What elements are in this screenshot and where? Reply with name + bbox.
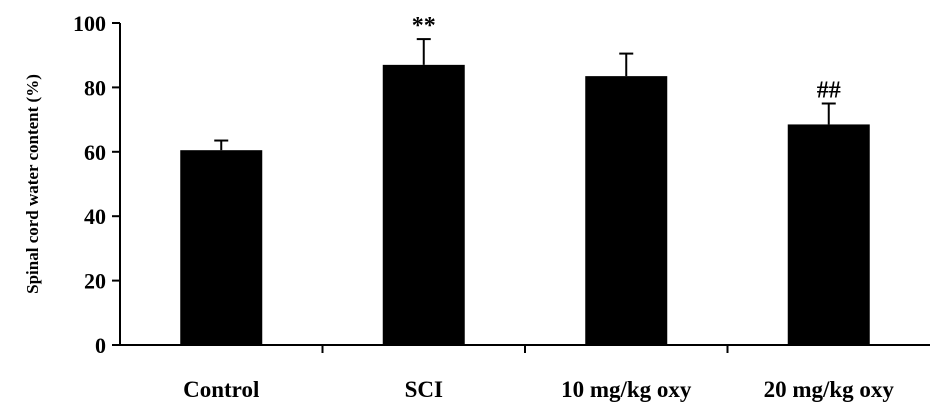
y-tick-label: 40	[84, 204, 106, 229]
y-tick-label: 80	[84, 75, 106, 100]
y-tick-label: 60	[84, 140, 106, 165]
bar	[180, 150, 263, 345]
significance-marker: ##	[817, 78, 841, 104]
error-bars-group	[214, 38, 836, 151]
significance-marker: **	[412, 13, 436, 39]
y-axis-title: Spinal cord water content (%)	[23, 74, 42, 294]
bars-group	[180, 64, 870, 346]
y-tick-label: 20	[84, 269, 106, 294]
category-labels-group: Control SCI 10 mg/kg oxy 20 mg/kg oxy	[183, 377, 894, 402]
category-label: SCI	[405, 377, 443, 402]
bar	[787, 124, 870, 346]
bar	[382, 64, 465, 346]
category-label: 20 mg/kg oxy	[764, 377, 895, 402]
category-label: Control	[183, 377, 259, 402]
y-axis-ticks: 0 20 40 60 80 100	[73, 11, 729, 358]
annotations-group: ** ##	[412, 13, 841, 103]
category-label: 10 mg/kg oxy	[561, 377, 692, 402]
y-tick-label: 0	[95, 333, 106, 358]
bar	[585, 76, 668, 345]
y-tick-label: 100	[73, 11, 106, 36]
